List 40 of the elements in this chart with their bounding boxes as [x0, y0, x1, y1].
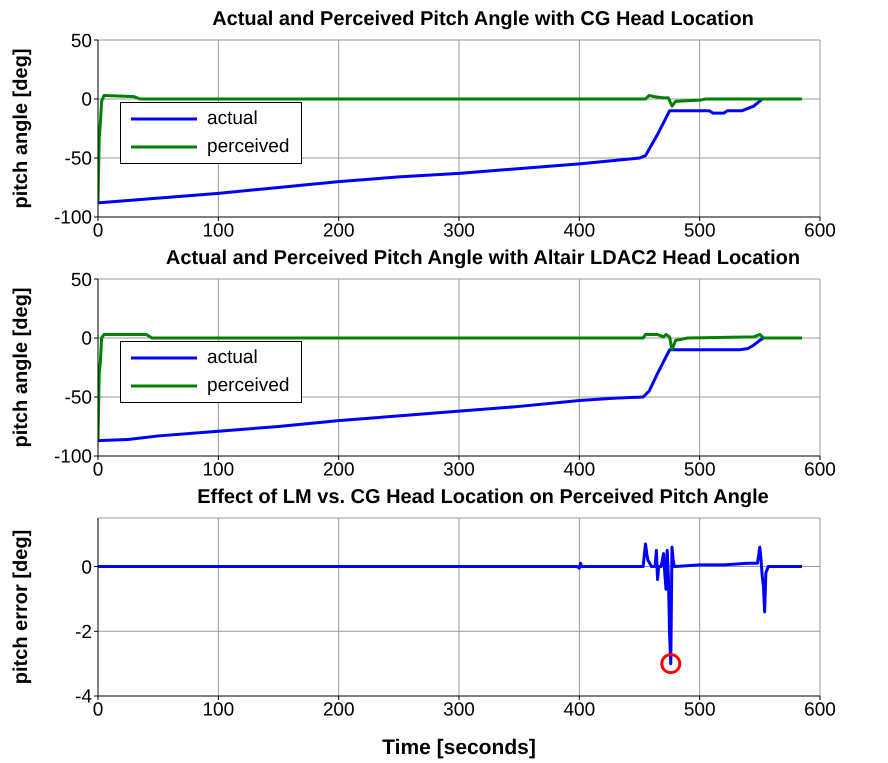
x-tick-label: 600 [804, 220, 836, 242]
x-axis-title: Time [seconds] [382, 736, 536, 759]
y-axis-title: pitch error [deg] [10, 530, 32, 684]
x-tick-label: 500 [684, 220, 716, 242]
chart-title: Actual and Perceived Pitch Angle with Altair LDAC2 Head Location [164, 247, 802, 271]
legend-label: perceived [207, 374, 290, 398]
x-tick-label: 600 [804, 699, 836, 720]
y-tick-label: 50 [70, 270, 92, 291]
x-tick-label: 300 [443, 699, 475, 720]
chart-title: Effect of LM vs. CG Head Location on Perceived Pitch Angle [196, 486, 770, 510]
legend-label: perceived [207, 135, 290, 159]
x-tick-label: 400 [563, 699, 596, 720]
y-axis-title: pitch angle [deg] [10, 288, 32, 448]
y-tick-label: 50 [70, 30, 92, 52]
x-tick-label: 400 [563, 220, 596, 242]
y-tick-label: 0 [81, 328, 92, 350]
x-tick-label: 100 [202, 699, 234, 720]
x-tick-label: 200 [322, 459, 355, 480]
legend-label: actual [207, 107, 258, 131]
x-tick-label: 600 [804, 459, 836, 480]
x-tick-label: 500 [684, 459, 716, 480]
chart-title: Actual and Perceived Pitch Angle with CG Head Location [211, 8, 755, 32]
x-tick-label: 100 [202, 459, 234, 480]
y-tick-label: -2 [75, 622, 92, 644]
y-tick-label: 0 [81, 557, 92, 578]
y-tick-label: -100 [54, 446, 92, 468]
x-tick-label: 500 [684, 699, 716, 720]
legend-label: actual [207, 346, 258, 370]
x-tick-label: 300 [443, 459, 475, 480]
y-tick-label: -4 [75, 686, 92, 708]
x-tick-label: 200 [322, 220, 355, 242]
y-tick-label: 0 [81, 90, 92, 111]
x-tick-label: 200 [322, 699, 355, 720]
x-tick-label: 400 [563, 459, 596, 480]
y-tick-label: -50 [64, 148, 92, 170]
y-axis-title: pitch angle [deg] [10, 48, 32, 208]
y-tick-label: -50 [64, 388, 92, 409]
y-tick-label: -100 [54, 208, 92, 229]
x-tick-label: 100 [202, 220, 234, 242]
x-tick-label: 300 [443, 220, 475, 242]
